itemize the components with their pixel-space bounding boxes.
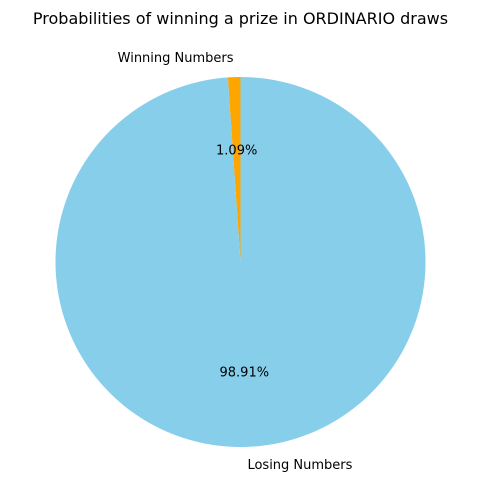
- slice-percent-winning-numbers: 1.09%: [216, 144, 257, 159]
- slice-percent-losing-numbers: 98.91%: [220, 365, 270, 380]
- slice-label-losing-numbers: Losing Numbers: [247, 458, 352, 473]
- pie-slice-losing-numbers: [55, 77, 426, 447]
- pie-labels: Winning Numbers 1.09% Losing Numbers 98.91%: [118, 51, 353, 473]
- pie-slices: [55, 77, 426, 447]
- chart-title: Probabilities of winning a prize in ORDI…: [33, 9, 448, 28]
- pie-slice-winning-numbers: [227, 77, 241, 262]
- slice-label-winning-numbers: Winning Numbers: [118, 51, 234, 66]
